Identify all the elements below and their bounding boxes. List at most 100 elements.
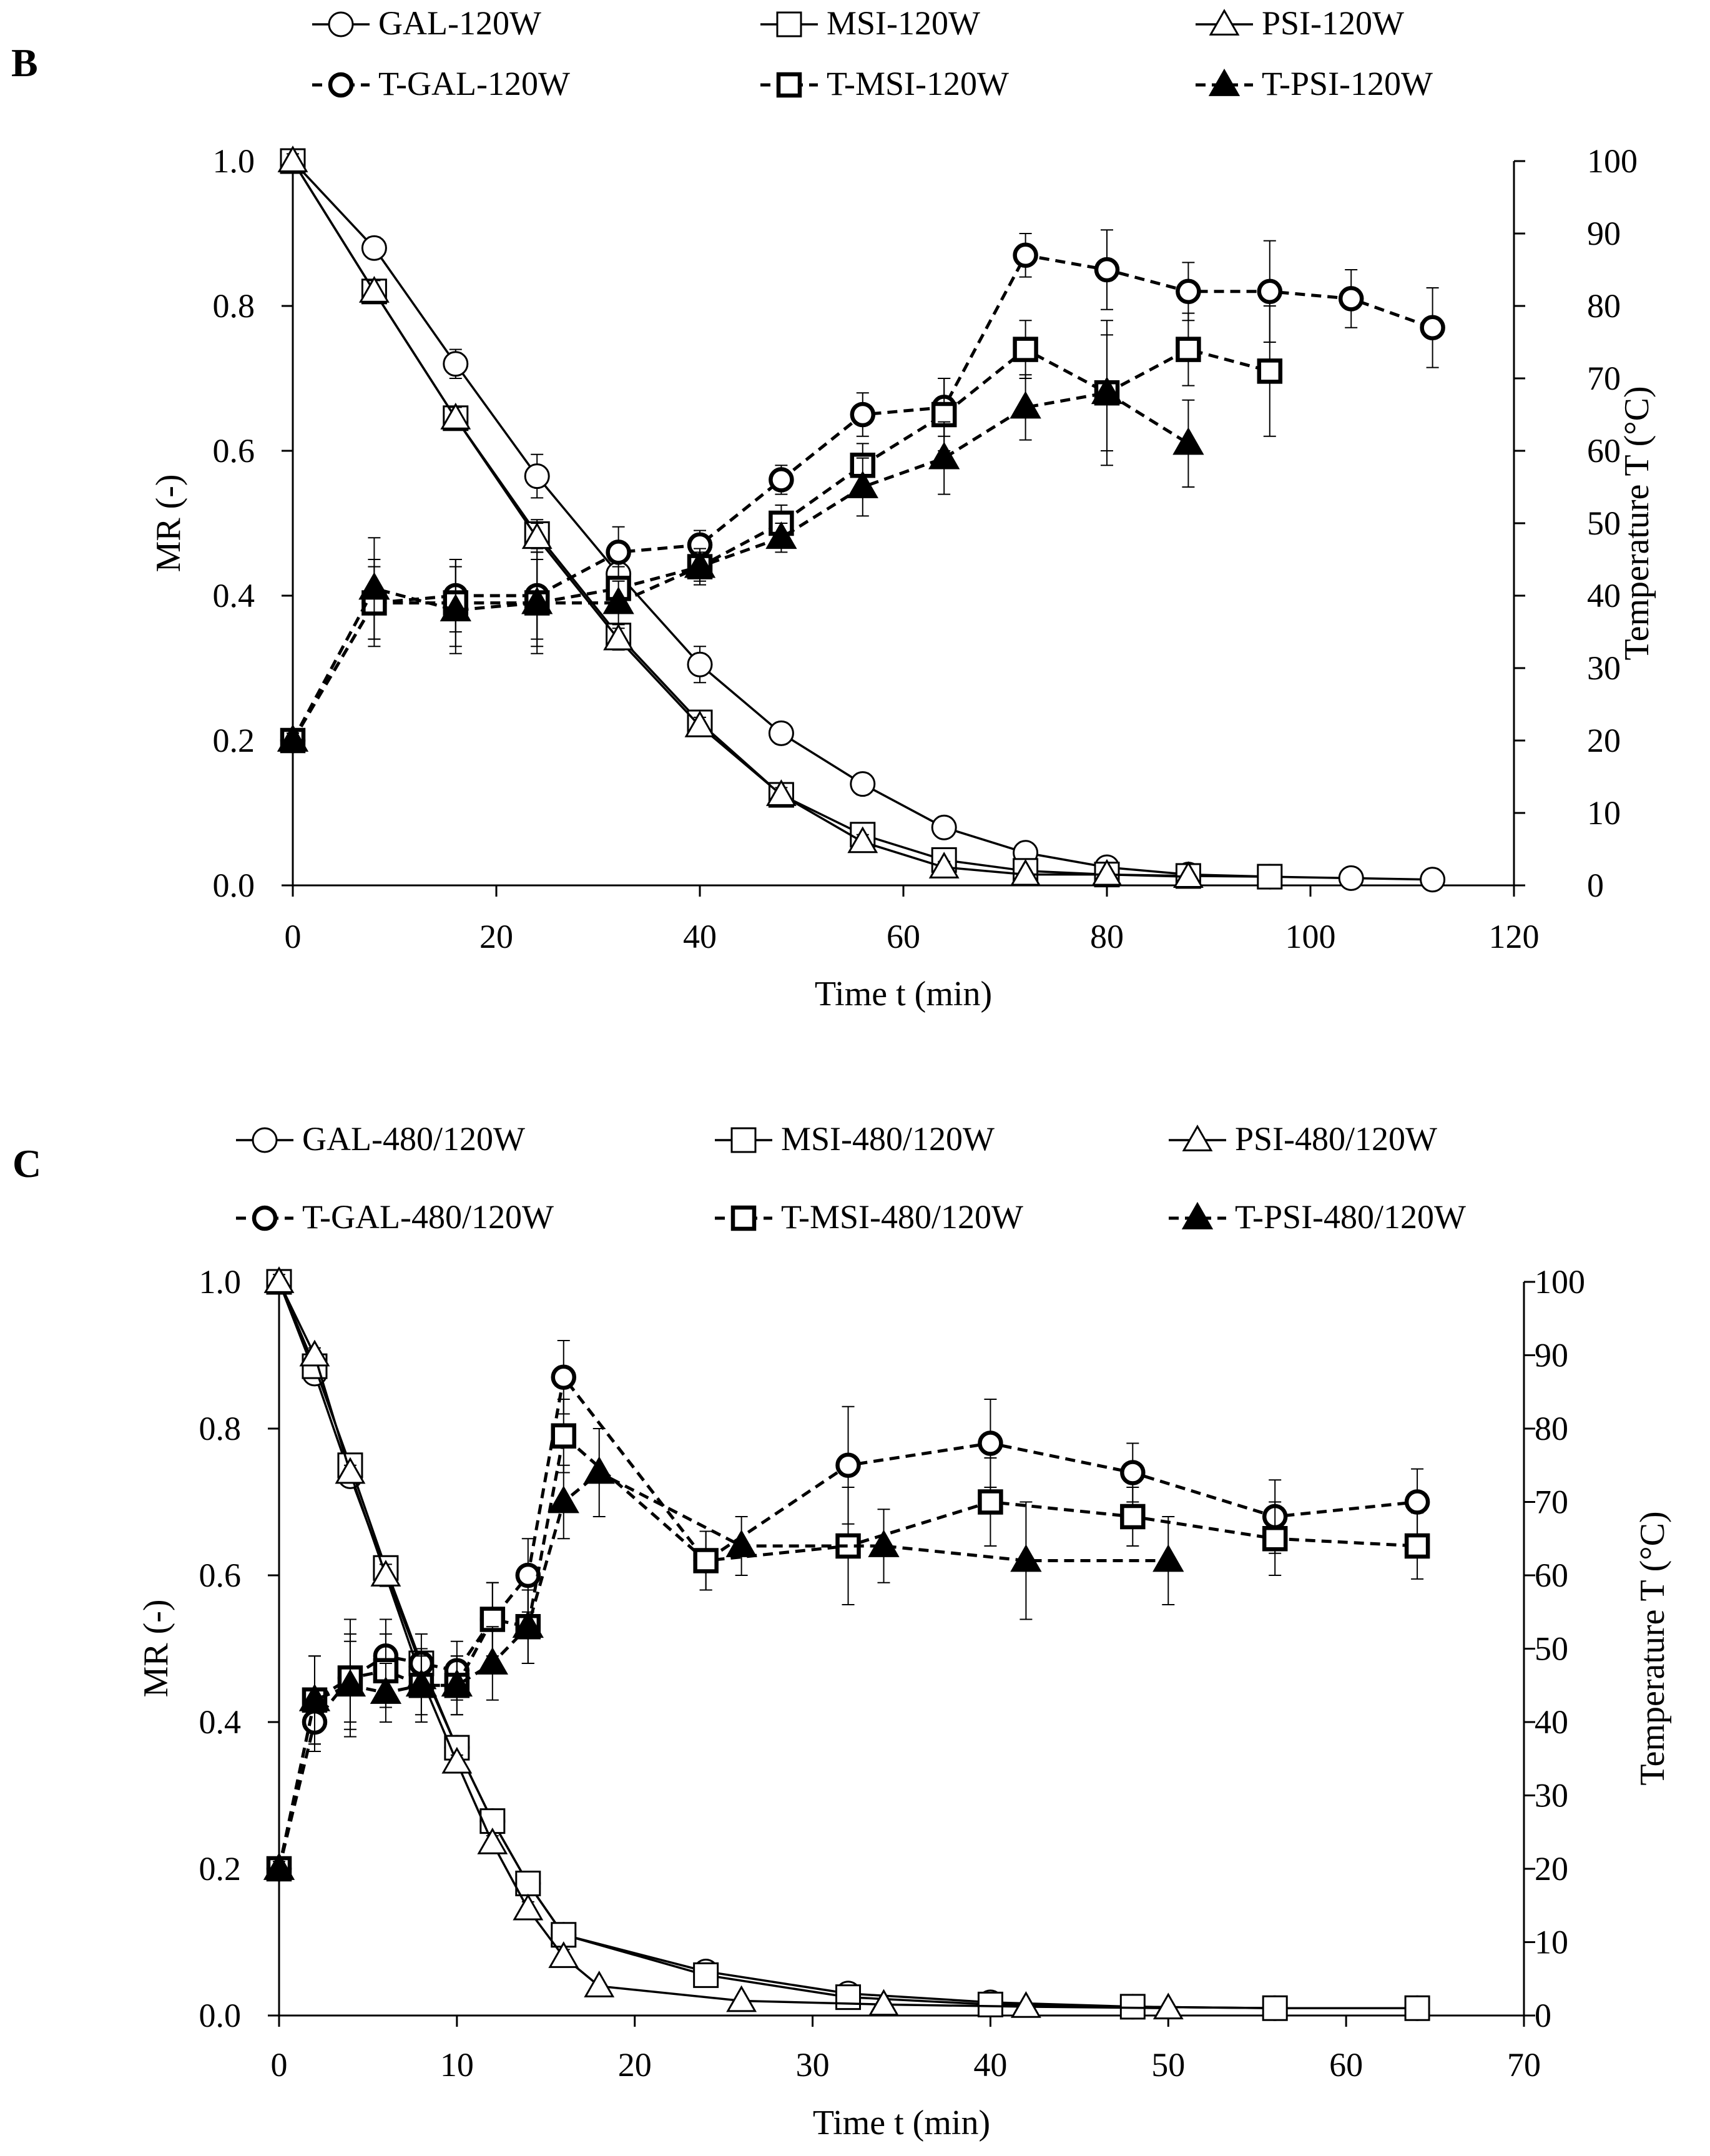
data-point-t-gal-120w	[850, 401, 876, 428]
data-point-t-psi-120w	[684, 550, 716, 578]
series-gal-480-120w	[266, 1269, 1430, 2021]
data-point-msi-480-120w	[1404, 1995, 1430, 2021]
data-point-gal-120w	[850, 771, 876, 797]
legend-label: GAL-120W	[378, 4, 541, 42]
y-tick-label: 0.0	[199, 1997, 242, 2034]
panel-letter-c: C	[12, 1141, 41, 1186]
y-tick-label: 0.2	[213, 722, 255, 759]
x-tick-label: 80	[1090, 918, 1124, 955]
series-line-psi-120w	[292, 160, 1189, 878]
data-point-t-psi-120w	[847, 470, 878, 498]
y-axis-title: MR (-)	[149, 474, 188, 572]
data-point-psi-120w	[358, 275, 390, 303]
y2-tick-label: 60	[1587, 432, 1621, 470]
data-point-psi-480-120w	[477, 1828, 508, 1854]
series-psi-120w	[277, 145, 1204, 888]
data-point-psi-120w	[765, 779, 797, 806]
y-tick-label: 0.8	[199, 1410, 242, 1447]
data-point-t-psi-120w	[1172, 427, 1204, 455]
data-point-psi-120w	[277, 145, 308, 172]
legend-marker	[776, 11, 802, 37]
y2-tick-label: 0	[1535, 1997, 1551, 2034]
y2-tick-label: 90	[1535, 1337, 1568, 1374]
chart-panel-b: 0 20 40 60 80 100 120 0.0 0.2 0.4 0.6 0.8 1.0 0 10 20 30…	[149, 4, 1656, 1013]
x-tick-label: 0	[271, 2046, 288, 2084]
x-axis-title: Time t (min)	[813, 2104, 990, 2142]
data-point-msi-480-120w	[693, 1962, 719, 1988]
legend-item-t-msi-480-120w: T-MSI-480/120W	[715, 1198, 1023, 1236]
data-point-psi-480-120w	[726, 1985, 757, 2012]
data-point-psi-120w	[684, 710, 715, 737]
data-point-psi-120w	[603, 623, 634, 651]
data-point-psi-120w	[1172, 861, 1204, 888]
data-point-t-gal-120w	[1176, 278, 1201, 305]
y-tick-label: 0.2	[199, 1850, 242, 1888]
y-tick-label: 1.0	[213, 142, 255, 180]
y2-tick-label: 20	[1587, 722, 1621, 759]
legend-label: T-GAL-120W	[378, 65, 570, 102]
data-point-t-msi-480-120w	[978, 1489, 1003, 1515]
series-line-t-msi-480-120w	[277, 1432, 1418, 1869]
legend-marker	[776, 72, 802, 98]
data-point-t-psi-480-120w	[512, 1610, 544, 1638]
y2-tick-label: 80	[1535, 1410, 1568, 1447]
series-t-gal-480-120w	[266, 1340, 1430, 1882]
legend-marker	[252, 1127, 278, 1153]
data-point-psi-480-120w	[1010, 1991, 1041, 2018]
data-point-t-gal-120w	[1420, 315, 1445, 341]
data-point-psi-120w	[928, 852, 960, 879]
data-point-psi-480-120w	[868, 1989, 899, 2016]
y2-tick-label: 40	[1587, 577, 1621, 614]
x-tick-label: 40	[683, 918, 717, 955]
data-point-psi-120w	[1091, 859, 1123, 886]
legend-label: MSI-120W	[827, 4, 980, 42]
x-tick-label: 100	[1285, 918, 1336, 955]
panel-letter-b: B	[11, 41, 38, 85]
data-point-t-msi-480-120w	[551, 1423, 577, 1449]
y-tick-label: 0.8	[213, 287, 255, 325]
legend-label: GAL-480/120W	[302, 1120, 525, 1158]
data-point-t-msi-120w	[1176, 337, 1201, 362]
x-tick-label: 20	[479, 918, 513, 955]
legend-label: PSI-480/120W	[1235, 1120, 1437, 1158]
y-axis-title: MR (-)	[137, 1599, 175, 1697]
legend-item-t-msi-120w: T-MSI-120W	[760, 65, 1009, 102]
data-point-t-psi-480-120w	[868, 1529, 900, 1557]
legend-item-psi-480-120w: PSI-480/120W	[1169, 1120, 1437, 1158]
legend-label: PSI-120W	[1262, 4, 1404, 42]
data-point-gal-120w	[524, 463, 550, 490]
data-point-t-gal-480-120w	[978, 1430, 1003, 1456]
legend-marker	[328, 11, 354, 37]
data-point-t-msi-480-120w	[1262, 1526, 1288, 1552]
data-point-t-psi-120w	[1091, 377, 1123, 405]
data-point-t-gal-120w	[1094, 257, 1120, 283]
x-tick-label: 10	[440, 2046, 474, 2084]
y2-axis-title: Temperature T (°C)	[1633, 1511, 1672, 1785]
y2-tick-label: 90	[1587, 215, 1621, 252]
chart-panel-c: 0 10 20 30 40 50 60 70 0.0 0.2 0.4 0.6 0.8 1.0 0 10 20 30…	[137, 1120, 1672, 2142]
legend-marker	[1182, 1125, 1213, 1151]
data-point-t-gal-120w	[1013, 242, 1038, 268]
y2-tick-label: 60	[1535, 1557, 1568, 1594]
y2-tick-label: 70	[1535, 1484, 1568, 1521]
legend-marker	[730, 1205, 757, 1231]
data-point-gal-120w	[443, 351, 469, 377]
legend-marker	[328, 72, 354, 98]
data-point-t-psi-480-120w	[263, 1852, 295, 1880]
y2-tick-label: 100	[1587, 142, 1638, 180]
data-point-psi-480-120w	[299, 1339, 330, 1367]
data-point-t-psi-120w	[440, 594, 471, 622]
data-point-gal-120w	[768, 720, 794, 746]
data-point-psi-480-120w	[335, 1457, 366, 1484]
data-point-t-psi-480-120w	[725, 1529, 757, 1557]
data-point-gal-120w	[687, 651, 713, 677]
data-point-psi-480-120w	[441, 1746, 473, 1774]
y-tick-label: 0.4	[199, 1703, 242, 1741]
data-point-t-msi-480-120w	[1404, 1533, 1430, 1559]
legend-label: T-GAL-480/120W	[302, 1198, 554, 1236]
series-psi-480-120w	[263, 1266, 1184, 2020]
y2-tick-label: 80	[1587, 287, 1621, 325]
data-point-t-psi-120w	[765, 521, 797, 549]
axes: 0 10 20 30 40 50 60 70 0.0 0.2 0.4 0.6 0.8 1.0 0 10 20 30…	[137, 1263, 1672, 2142]
